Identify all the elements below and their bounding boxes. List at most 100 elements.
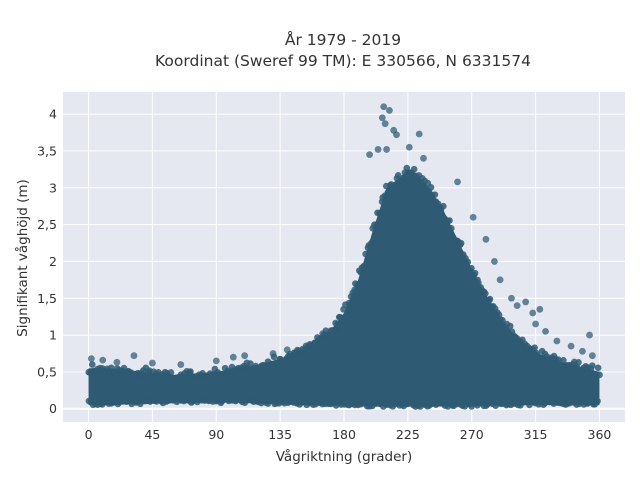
outlier-point: [522, 298, 530, 306]
data-point: [391, 184, 399, 191]
outlier-point: [532, 320, 539, 328]
y-tick-label: 3: [49, 180, 57, 195]
data-point: [431, 191, 439, 198]
data-point: [446, 217, 453, 224]
data-point: [160, 376, 167, 383]
outlier-point: [529, 309, 537, 317]
data-point: [427, 183, 435, 191]
outlier-point: [415, 130, 423, 138]
data-points: [85, 103, 603, 410]
data-point: [167, 369, 175, 376]
outlier-point: [482, 235, 490, 243]
data-point: [575, 359, 582, 366]
data-point: [376, 209, 383, 217]
data-point: [207, 377, 215, 384]
outlier-point: [333, 325, 341, 333]
data-point: [596, 371, 603, 379]
outlier-point: [241, 352, 249, 360]
outlier-point: [454, 178, 461, 186]
outlier-point: [496, 276, 504, 284]
outlier-point: [99, 356, 107, 364]
outlier-point: [305, 342, 312, 350]
outlier-point: [420, 154, 427, 162]
outlier-point: [149, 359, 156, 367]
outlier-point: [491, 258, 498, 265]
outlier-point: [579, 347, 586, 355]
outlier-point: [586, 331, 593, 339]
data-point: [471, 269, 479, 277]
x-tick-label: 45: [144, 427, 160, 442]
outlier-point: [542, 327, 549, 335]
data-point: [560, 357, 567, 364]
x-axis-ticks: 0 45 90 135 180 225 270 315 360: [85, 427, 612, 442]
data-point: [531, 344, 538, 352]
data-point: [373, 221, 381, 229]
data-point: [464, 258, 472, 266]
data-point: [247, 360, 254, 367]
outlier-point: [469, 213, 477, 221]
data-point: [368, 239, 375, 247]
outlier-point: [130, 352, 138, 360]
outlier-point: [381, 120, 389, 128]
x-tick-label: 270: [460, 427, 484, 442]
outlier-point: [283, 346, 291, 354]
outlier-point: [177, 361, 185, 368]
outlier-point: [378, 114, 386, 122]
data-point: [304, 348, 312, 356]
y-tick-label: 1,5: [37, 291, 57, 306]
x-tick-label: 360: [588, 427, 612, 442]
outlier-point: [383, 146, 390, 153]
x-axis-label: Vågriktning (grader): [276, 448, 413, 465]
outlier-point: [386, 107, 393, 114]
data-point: [360, 262, 368, 270]
data-point: [468, 264, 475, 272]
data-point: [351, 286, 358, 294]
outlier-point: [212, 357, 220, 365]
data-point: [410, 165, 418, 173]
outlier-point: [374, 146, 382, 153]
outlier-point: [536, 305, 544, 313]
outlier-point: [567, 342, 575, 350]
data-point: [457, 239, 465, 247]
x-tick-label: 90: [208, 427, 224, 442]
y-tick-label: 4: [49, 107, 57, 122]
y-axis-label: Signifikant våghöjd (m): [14, 179, 31, 337]
data-point: [448, 225, 455, 232]
data-point: [384, 189, 392, 196]
data-point: [588, 362, 596, 369]
data-point: [486, 295, 494, 303]
data-point: [187, 368, 194, 375]
chart-title-line2: Koordinat (Sweref 99 TM): E 330566, N 63…: [155, 52, 531, 70]
chart-title-line1: År 1979 - 2019: [285, 30, 401, 49]
outlier-point: [87, 355, 95, 363]
data-point: [403, 164, 411, 172]
dense-data-band: [88, 169, 600, 407]
data-point: [400, 174, 407, 182]
outlier-point: [113, 358, 121, 366]
data-point: [482, 290, 489, 297]
data-point: [594, 397, 601, 405]
data-point: [345, 299, 353, 307]
data-point: [555, 356, 562, 363]
outlier-point: [366, 151, 373, 159]
y-tick-label: 2,5: [37, 217, 57, 232]
outlier-point: [229, 353, 237, 361]
y-tick-label: 1: [49, 328, 57, 343]
x-tick-label: 225: [396, 427, 420, 442]
y-tick-label: 0,5: [37, 364, 57, 379]
x-tick-label: 0: [85, 427, 93, 442]
data-point: [594, 364, 602, 372]
data-point: [362, 250, 369, 258]
outlier-point: [380, 103, 388, 111]
data-point: [344, 308, 352, 316]
data-point: [354, 281, 361, 289]
x-tick-label: 135: [268, 427, 292, 442]
data-point: [338, 317, 345, 325]
outlier-point: [393, 131, 400, 139]
x-tick-label: 315: [524, 427, 548, 442]
outlier-point: [588, 352, 596, 360]
data-point: [440, 202, 447, 210]
outlier-point: [513, 302, 521, 310]
data-point: [499, 316, 506, 324]
outlier-point: [319, 330, 327, 338]
